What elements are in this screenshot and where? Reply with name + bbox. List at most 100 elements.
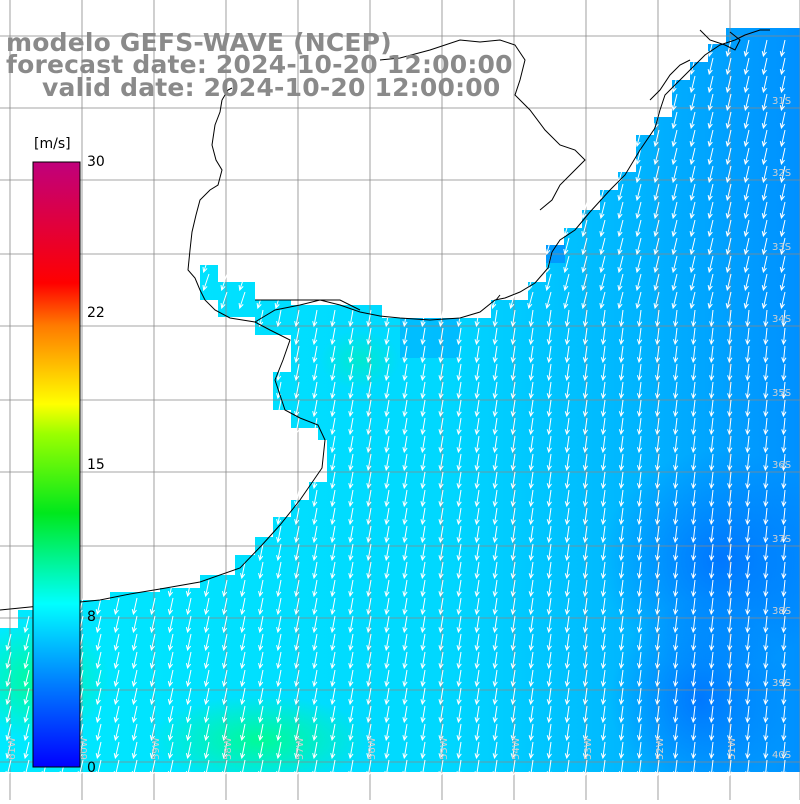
wind-arrow: [312, 633, 318, 652]
wind-arrow: [240, 705, 246, 724]
wind-arrow: [781, 489, 787, 508]
wind-arrow: [528, 309, 534, 328]
wind-arrow: [727, 561, 733, 580]
wind-arrow: [671, 291, 678, 310]
wind-arrow: [672, 399, 679, 418]
wind-arrow: [654, 453, 661, 472]
wind-arrow: [330, 543, 336, 562]
wind-arrow: [258, 705, 264, 724]
wind-arrow: [618, 417, 625, 436]
wind-arrow: [510, 363, 516, 382]
wind-arrow: [492, 669, 498, 688]
wind-arrow: [672, 597, 679, 616]
wind-arrow: [402, 705, 408, 724]
wind-arrow: [348, 543, 354, 562]
wind-arrow: [564, 417, 570, 436]
wind-arrow: [131, 669, 138, 688]
wind-arrow: [618, 687, 625, 706]
wind-arrow: [691, 399, 697, 418]
weak-wind-zone-bay: [320, 330, 400, 390]
wind-arrow: [618, 435, 625, 454]
wind-arrow: [456, 345, 462, 364]
wind-arrow: [779, 57, 786, 76]
wind-arrow: [689, 237, 696, 256]
wind-arrow: [582, 489, 588, 508]
wind-arrow: [330, 489, 336, 508]
wind-arrow: [781, 453, 787, 472]
wind-arrow: [564, 309, 570, 328]
wind-arrow: [474, 597, 480, 616]
wind-arrow: [672, 633, 679, 652]
wind-arrow: [528, 399, 534, 418]
wind-arrow: [636, 345, 643, 364]
wind-arrow: [725, 201, 732, 220]
wind-arrow: [781, 597, 787, 616]
lat-label: 35S: [772, 388, 791, 399]
wind-arrow: [113, 633, 120, 652]
wind-arrow: [654, 615, 661, 634]
wind-arrow: [240, 597, 246, 616]
wind-arrow: [438, 723, 444, 742]
wind-arrow: [618, 705, 625, 724]
wind-arrow: [420, 741, 426, 760]
wind-arrow: [384, 453, 390, 472]
lat-label: 39S: [772, 678, 791, 689]
wind-arrow: [294, 633, 300, 652]
wind-arrow: [582, 435, 588, 454]
wind-arrow: [510, 723, 516, 742]
wind-arrow: [546, 651, 552, 670]
wind-arrow: [384, 345, 390, 364]
wind-arrow: [636, 453, 643, 472]
wind-arrow: [510, 597, 516, 616]
wind-arrow: [366, 687, 372, 706]
wind-arrow: [528, 381, 534, 400]
wind-arrow: [238, 273, 246, 292]
wind-arrow: [691, 579, 697, 598]
wind-arrow: [636, 399, 643, 418]
wind-arrow: [745, 561, 751, 580]
wind-arrow: [240, 579, 246, 598]
lat-label: 31S: [772, 96, 791, 107]
wind-arrow: [761, 291, 768, 310]
wind-arrow: [745, 651, 751, 670]
lon-label: 53W: [583, 737, 594, 760]
wind-arrow: [23, 687, 30, 706]
wind-arrow: [240, 651, 246, 670]
wind-arrow: [438, 417, 444, 436]
wind-arrow: [492, 345, 498, 364]
wind-arrow: [294, 417, 300, 436]
wind-arrow: [312, 417, 318, 436]
wind-arrow: [689, 219, 696, 238]
wind-arrow: [745, 435, 751, 454]
wind-arrow: [510, 453, 516, 472]
wind-arrow: [384, 651, 390, 670]
wind-arrow: [366, 453, 372, 472]
wind-arrow: [654, 309, 661, 328]
wind-arrow: [366, 579, 372, 598]
wind-arrow: [149, 687, 156, 706]
wind-arrow: [185, 759, 192, 778]
grid-labels: 61W 60W 59W 58W 57W 56W 55W 54W 53W 52W 51W 31S 32S 3…: [7, 96, 791, 761]
wind-arrow: [510, 561, 516, 580]
wind-arrow: [330, 381, 336, 400]
wind-arrow: [202, 273, 210, 292]
wind-arrow: [474, 363, 480, 382]
wind-arrow: [167, 705, 174, 724]
wind-arrow: [492, 309, 498, 328]
wind-arrow: [745, 471, 751, 490]
wind-arrow: [618, 579, 625, 598]
wind-arrow: [23, 741, 30, 760]
wind-arrow: [258, 651, 264, 670]
wind-arrow: [709, 597, 715, 616]
wind-arrow: [617, 237, 624, 256]
wind-arrow: [203, 669, 210, 688]
wind-arrow: [745, 507, 751, 526]
wind-arrow: [294, 741, 300, 760]
wind-arrow: [654, 561, 661, 580]
wind-arrow: [474, 561, 480, 580]
wind-arrow: [635, 291, 642, 310]
wind-arrow: [131, 687, 138, 706]
wind-arrow: [709, 363, 715, 382]
wind-arrow: [23, 651, 30, 670]
wind-arrow: [438, 561, 444, 580]
